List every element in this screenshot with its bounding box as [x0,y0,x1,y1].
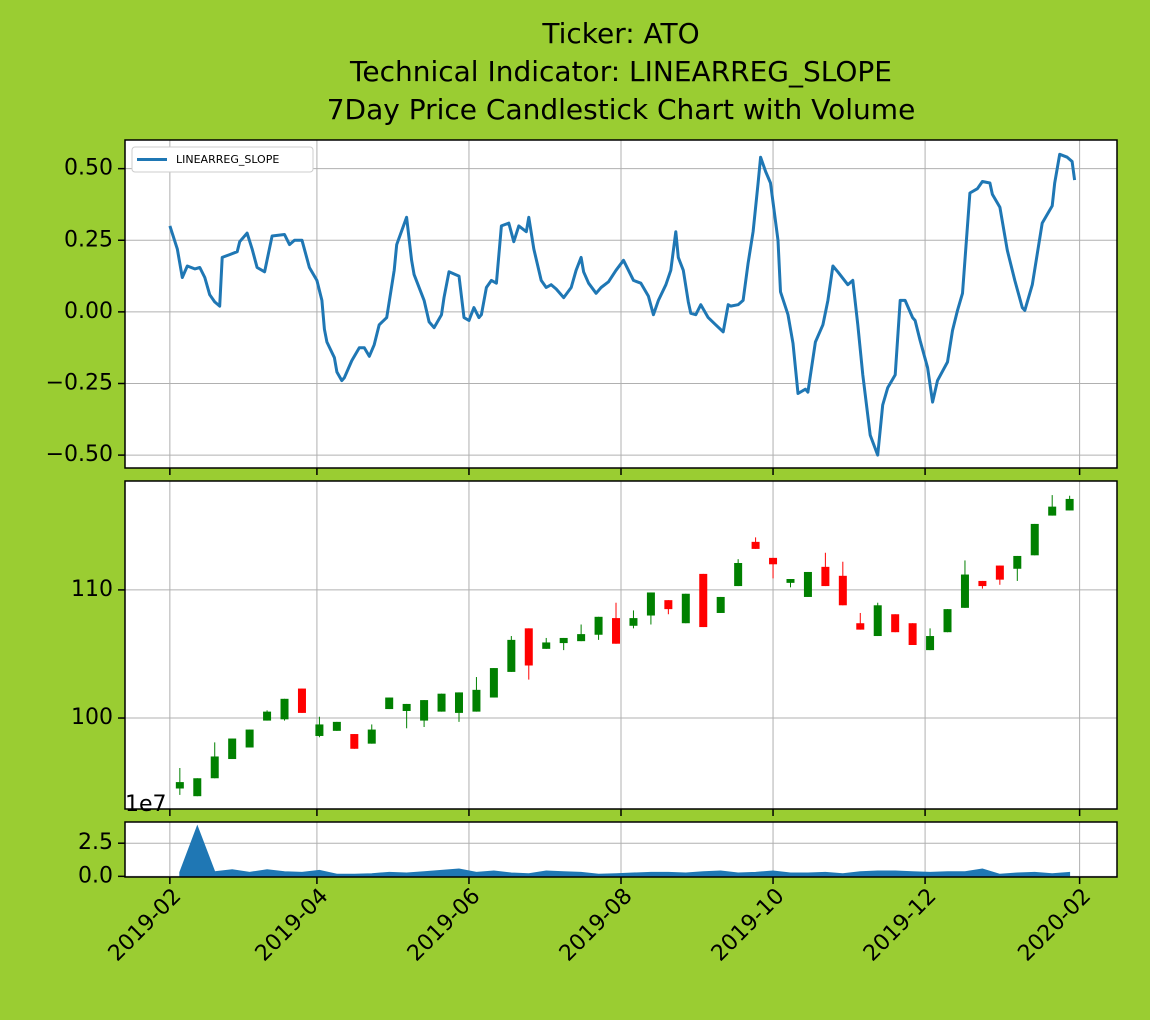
candle-body [664,600,673,610]
y-tick-label: −0.25 [46,370,113,395]
candle-body [1013,555,1022,569]
candle-body [943,609,952,633]
candle-body [577,634,586,642]
candle-body [786,579,795,583]
chart-title: 7Day Price Candlestick Chart with Volume [327,93,916,126]
candle-body [995,565,1004,580]
candle-body [297,688,306,713]
candle-body [524,628,533,666]
candle-body [402,703,411,711]
plot-frame [124,139,1118,469]
y-tick-label: 100 [71,705,113,730]
candle-body [454,692,463,713]
candle-body [542,642,551,649]
plot-frame [124,480,1118,810]
candle-body [350,734,359,749]
candle-body [978,580,987,587]
candle-body [838,575,847,606]
y-tick-label: 0.0 [78,863,113,888]
candle-body [908,623,917,645]
y-tick-label: 0.25 [64,227,113,252]
candle-body [821,566,830,587]
candle-body [263,711,272,721]
offset-label: 1e7 [125,792,167,817]
candle-body [856,623,865,630]
candle-body [367,729,376,744]
candle-body [280,698,289,720]
candle-body [734,563,743,587]
y-tick-label: 110 [71,577,113,602]
y-tick-label: −0.50 [46,442,113,467]
candle-body [803,571,812,597]
candle-body [559,637,568,644]
candle-body [175,782,184,789]
candle-body [489,668,498,698]
candle-body [646,592,655,616]
candle-body [472,689,481,712]
candle-body [420,700,429,721]
candle-body [873,605,882,637]
candle-body [716,596,725,613]
candle-body [193,778,202,797]
candle-body [960,574,969,608]
candle-body [315,724,324,736]
candle-body [332,721,341,731]
candle-body [681,593,690,624]
chart-title: Technical Indicator: LINEARREG_SLOPE [349,55,892,88]
candle-body [612,618,621,644]
candle-body [751,541,760,549]
chart-title: Ticker: ATO [541,17,699,50]
legend-label: LINEARREG_SLOPE [176,153,279,166]
candle-body [594,616,603,635]
y-tick-label: 0.50 [64,156,113,181]
candle-body [926,636,935,651]
candle-body [385,697,394,710]
candle-body [1030,523,1039,556]
candle-body [437,693,446,712]
candle-body [699,573,708,628]
candle-body [210,756,219,779]
legend: LINEARREG_SLOPE [131,146,314,173]
line-series [168,152,1077,457]
y-tick-label: 2.5 [78,830,113,855]
candle-body [629,618,638,626]
candle-body [245,729,254,748]
legend-box [131,146,314,173]
candle-body [769,557,778,565]
candle-body [1048,506,1057,516]
candle-body [891,614,900,633]
plot-frame [124,821,1118,878]
y-tick-label: 0.00 [64,299,113,324]
candle-body [228,738,237,760]
candle-body [1065,498,1074,511]
volume-area [179,824,1071,877]
candle-body [507,639,516,672]
